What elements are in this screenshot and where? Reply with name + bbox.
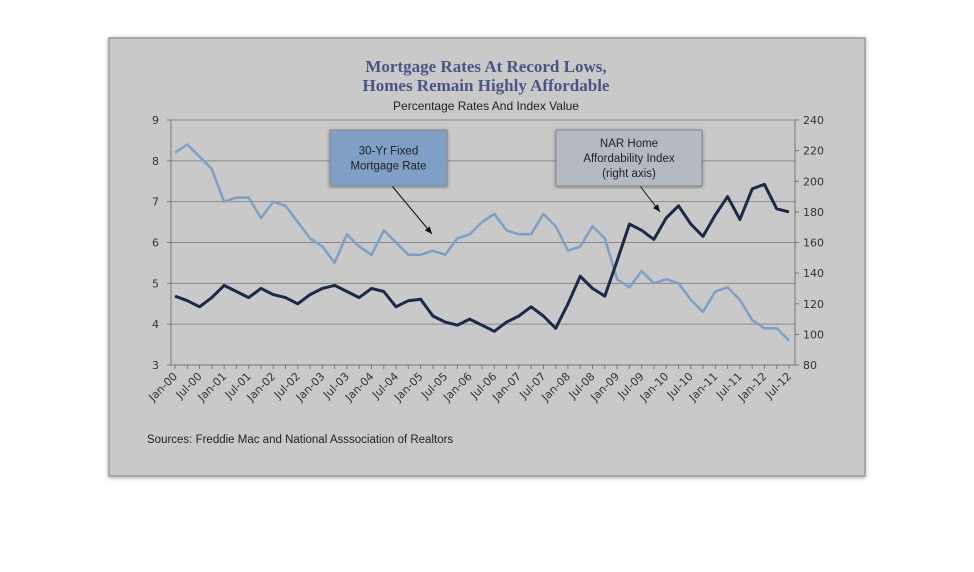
chart-frame	[108, 37, 866, 477]
series-line	[174, 143, 790, 342]
y2-tick-label: 80	[803, 359, 817, 372]
annotation-arrowhead	[653, 204, 660, 212]
chart-title: Homes Remain Highly Affordable	[363, 76, 610, 95]
y2-tick-label: 180	[803, 206, 824, 219]
annotation-text: NAR Home	[600, 138, 658, 150]
chart-subtitle: Percentage Rates And Index Value	[393, 99, 579, 113]
chart-title: Mortgage Rates At Record Lows,	[365, 57, 606, 76]
y-tick-label: 5	[152, 277, 159, 290]
y2-tick-label: 200	[803, 175, 824, 188]
y2-tick-label: 240	[803, 114, 824, 127]
y2-tick-label: 220	[803, 145, 824, 158]
y-tick-label: 3	[152, 359, 159, 372]
y2-tick-label: 100	[803, 328, 824, 341]
annotation-text: (right axis)	[602, 168, 656, 180]
y-tick-label: 6	[152, 237, 159, 250]
annotation-box	[555, 129, 703, 187]
y-tick-label: 4	[152, 318, 159, 331]
y-tick-label: 7	[152, 196, 159, 209]
y-tick-label: 9	[152, 114, 159, 127]
annotation-text: Mortgage Rate	[350, 161, 426, 173]
annotation-box	[329, 129, 448, 187]
y2-tick-label: 120	[803, 298, 824, 311]
annotation-text: 30-Yr Fixed	[359, 146, 418, 158]
annotation-text: Affordability Index	[583, 153, 674, 165]
y-tick-label: 8	[152, 155, 159, 168]
source-note: Sources: Freddie Mac and National Asssoc…	[147, 434, 453, 446]
annotation-arrow	[391, 185, 433, 235]
y2-tick-label: 140	[803, 267, 824, 280]
series-line	[174, 182, 790, 333]
y2-tick-label: 160	[803, 237, 824, 250]
annotation-arrowhead	[424, 226, 432, 234]
